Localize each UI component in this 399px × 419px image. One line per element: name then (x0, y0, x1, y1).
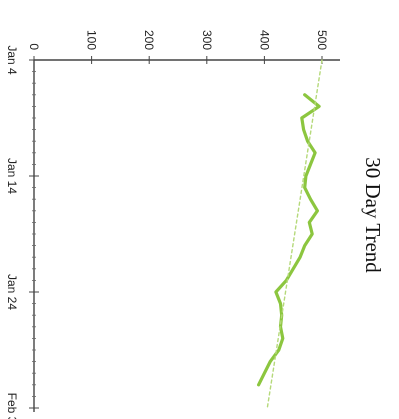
value-tick-label: 500 (315, 30, 329, 50)
value-tick-label: 0 (27, 43, 41, 50)
value-tick-label: 100 (85, 30, 99, 50)
date-tick-label: Feb 3 (5, 393, 19, 419)
value-tick-label: 200 (142, 30, 156, 50)
value-tick-label: 300 (200, 30, 214, 50)
trend-line (266, 59, 323, 409)
date-tick-label: Jan 4 (5, 45, 19, 75)
date-tick-label: Jan 14 (5, 158, 19, 194)
plot-area: 0 100 200 300 400 500 Jan 4 Jan 14 Jan 24 Feb 3 (5, 30, 340, 419)
chart-title: 30 Day Trend (361, 157, 385, 273)
value-tick-label: 400 (257, 30, 271, 50)
date-tick-label: Jan 24 (5, 274, 19, 310)
